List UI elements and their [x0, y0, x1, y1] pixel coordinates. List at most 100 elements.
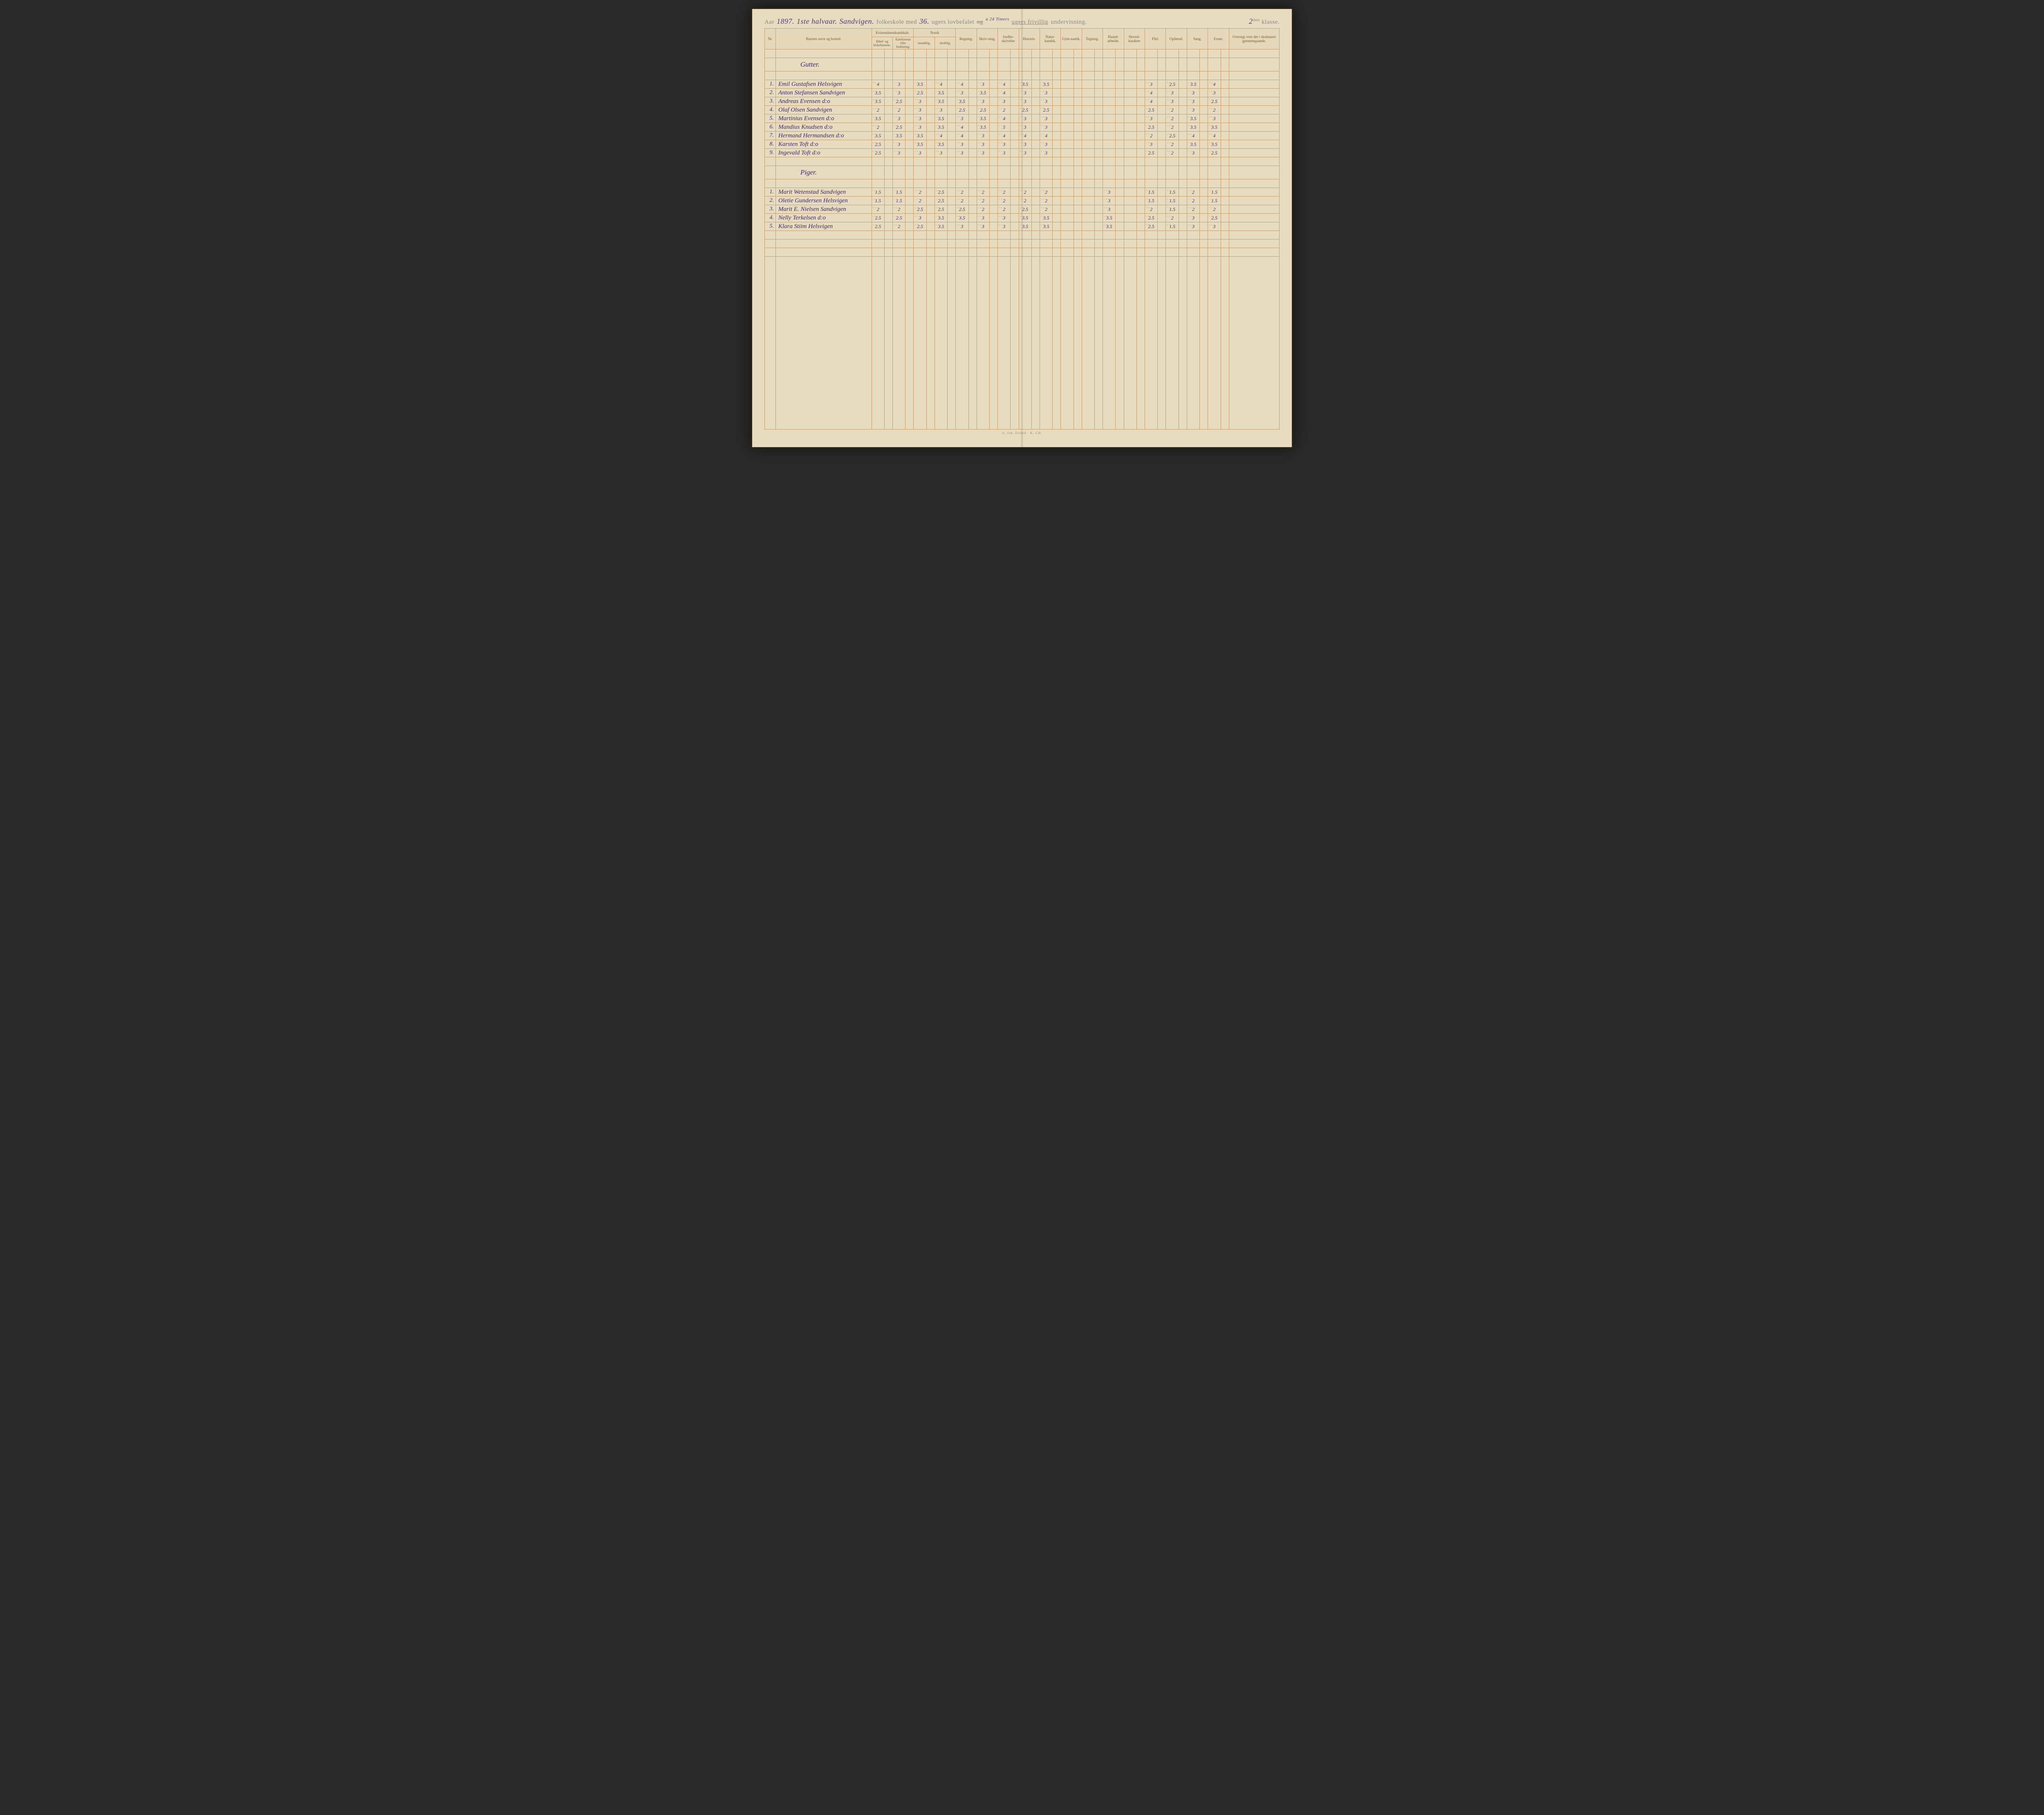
grade-cell: 2	[977, 188, 989, 197]
half-cell	[1158, 149, 1166, 157]
table-row: 1.Emil Gustafsen Helsvigen433.544343.53.…	[765, 80, 1280, 89]
grade-cell	[1082, 123, 1094, 132]
grade-cell: 1.5	[1145, 188, 1157, 197]
grade-cell: 3.5	[935, 114, 947, 123]
grade-cell: 3	[956, 114, 968, 123]
grade-cell	[1061, 214, 1074, 222]
grade-cell: 3	[914, 149, 926, 157]
col-naturkundsk: Natur-kundsk.	[1040, 29, 1060, 49]
row-number: 9.	[765, 149, 776, 157]
section-row: Piger.	[765, 166, 1280, 179]
half-cell	[1136, 205, 1145, 214]
half-cell	[1136, 106, 1145, 114]
grade-cell: 2	[1166, 149, 1179, 157]
half-cell	[1136, 132, 1145, 140]
half-cell	[926, 97, 935, 106]
col-gymnastik: Gym-nastik.	[1061, 29, 1082, 49]
grade-cell: 2	[1145, 132, 1157, 140]
grade-cell	[1124, 114, 1136, 123]
half-cell	[1200, 140, 1208, 149]
grade-cell: 1.5	[1208, 188, 1221, 197]
printed-2: ugers lovbefalet	[932, 19, 974, 26]
col-opforsel: Opførsel.	[1166, 29, 1187, 49]
half-cell	[1031, 188, 1040, 197]
half-cell	[926, 89, 935, 97]
half-cell	[884, 188, 892, 197]
grade-cell	[1061, 188, 1074, 197]
half-cell	[968, 114, 977, 123]
half-cell	[884, 89, 892, 97]
half-cell	[1136, 80, 1145, 89]
grade-cell: 3.5	[935, 123, 947, 132]
half-cell	[1116, 205, 1124, 214]
grade-cell: 4	[935, 80, 947, 89]
grade-cell: 3.5	[935, 89, 947, 97]
half-cell	[905, 222, 914, 231]
half-cell	[884, 114, 892, 123]
half-cell	[989, 205, 997, 214]
grade-cell	[1082, 222, 1094, 231]
half-cell	[948, 222, 956, 231]
grade-cell: 3.5	[1019, 222, 1031, 231]
grade-cell: 2.5	[956, 205, 968, 214]
half-cell	[1179, 205, 1187, 214]
half-cell	[1011, 97, 1019, 106]
row-number: 4.	[765, 214, 776, 222]
grade-cell: 3	[1019, 140, 1031, 149]
oversigt-cell	[1229, 97, 1279, 106]
grade-cell: 1.5	[893, 197, 905, 205]
oversigt-cell	[1229, 106, 1279, 114]
grade-cell	[1124, 214, 1136, 222]
half-cell	[948, 80, 956, 89]
grade-cell: 3	[977, 149, 989, 157]
grade-cell	[1103, 106, 1116, 114]
half-cell	[989, 140, 997, 149]
grade-cell: 3	[893, 149, 905, 157]
grade-cell: 2	[1166, 114, 1179, 123]
grade-cell: 2.5	[1145, 123, 1157, 132]
half-cell	[1200, 89, 1208, 97]
grade-cell: 3	[956, 149, 968, 157]
half-cell	[1221, 222, 1229, 231]
half-cell	[1074, 123, 1082, 132]
half-cell	[905, 205, 914, 214]
half-cell	[1074, 188, 1082, 197]
half-cell	[1200, 197, 1208, 205]
half-cell	[1200, 97, 1208, 106]
grade-cell	[1124, 106, 1136, 114]
col-evner: Evner.	[1208, 29, 1229, 49]
col-sang: Sang.	[1187, 29, 1208, 49]
col-skriftlig: skriftlig.	[935, 37, 955, 49]
grade-cell: 2	[1166, 214, 1179, 222]
half-cell	[1136, 149, 1145, 157]
grade-cell: 3.5	[893, 132, 905, 140]
table-row: 2.Oletie Gundersen Helsvigen1.51.522.522…	[765, 197, 1280, 205]
half-cell	[1031, 132, 1040, 140]
grade-cell: 1.5	[1166, 205, 1179, 214]
col-skrivning: Skriv-ning.	[977, 29, 997, 49]
half-cell	[1200, 205, 1208, 214]
grade-cell: 2	[1166, 123, 1179, 132]
grade-cell	[1124, 89, 1136, 97]
row-number: 2.	[765, 89, 776, 97]
half-cell	[1116, 214, 1124, 222]
grade-cell	[1061, 123, 1074, 132]
half-cell	[1074, 97, 1082, 106]
aar-label: Aar	[764, 19, 774, 26]
oversigt-cell	[1229, 214, 1279, 222]
col-nr: Nr.	[765, 29, 776, 49]
row-number: 2.	[765, 197, 776, 205]
half-cell	[905, 97, 914, 106]
grade-cell: 2.5	[893, 214, 905, 222]
undervisning: undervisning.	[1051, 19, 1087, 26]
grade-cell: 2	[956, 188, 968, 197]
grade-cell	[1061, 89, 1074, 97]
grade-cell: 3.5	[1187, 123, 1199, 132]
grade-cell: 3	[998, 222, 1011, 231]
grade-cell: 1.5	[1166, 222, 1179, 231]
grade-cell: 3.5	[1187, 114, 1199, 123]
grade-cell	[1082, 140, 1094, 149]
grade-cell: 3	[914, 97, 926, 106]
grade-cell: 2.5	[977, 106, 989, 114]
col-tegning: Tegning.	[1082, 29, 1103, 49]
